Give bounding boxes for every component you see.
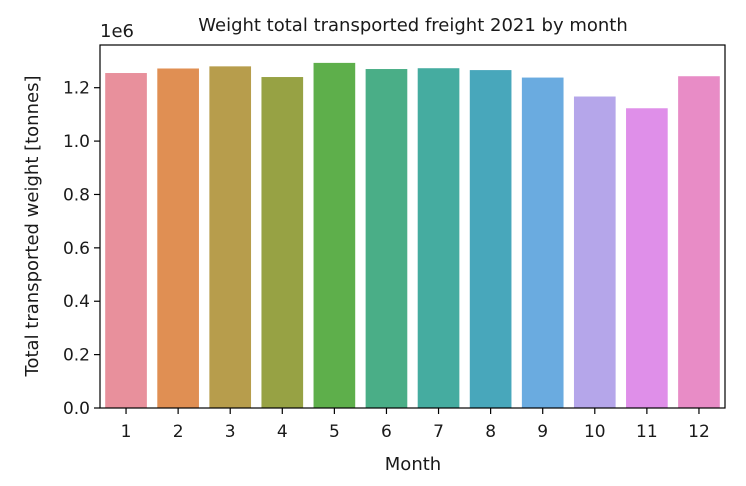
bar-month-7 bbox=[417, 68, 460, 409]
bar-month-6 bbox=[365, 69, 408, 408]
ticks-layer: 1 2 3 4 5 6 7 8 9 10 11 120.00.20.40.60.81.01.2 bbox=[63, 79, 710, 442]
x-tick-label: 9 bbox=[537, 422, 548, 442]
bar-month-2 bbox=[157, 68, 199, 409]
bar-month-5 bbox=[313, 62, 356, 408]
y-tick-label: 0.8 bbox=[63, 185, 90, 205]
y-tick-label: 1.2 bbox=[63, 79, 90, 99]
y-axis-offset-label: 1e6 bbox=[100, 21, 134, 42]
bar-month-11 bbox=[626, 108, 668, 408]
bar-month-12 bbox=[678, 76, 720, 409]
bar-month-10 bbox=[573, 96, 616, 408]
bar-month-1 bbox=[105, 73, 147, 409]
y-tick-label: 0.2 bbox=[63, 346, 90, 366]
x-tick-label: 5 bbox=[329, 422, 340, 442]
x-tick-label: 11 bbox=[636, 422, 658, 442]
y-tick-label: 0.4 bbox=[63, 292, 90, 312]
bar-month-9 bbox=[521, 77, 564, 408]
y-axis-title: Total transported weight [tonnes] bbox=[22, 76, 43, 378]
x-axis-title: Month bbox=[385, 454, 441, 475]
bar-month-3 bbox=[209, 66, 252, 409]
bar-month-8 bbox=[469, 70, 512, 408]
x-tick-label: 8 bbox=[485, 422, 496, 442]
x-tick-label: 4 bbox=[277, 422, 288, 442]
x-tick-label: 10 bbox=[584, 422, 606, 442]
x-tick-label: 6 bbox=[381, 422, 392, 442]
chart-title: Weight total transported freight 2021 by… bbox=[198, 15, 628, 36]
x-tick-label: 7 bbox=[433, 422, 444, 442]
y-tick-label: 0.6 bbox=[63, 239, 90, 259]
y-tick-label: 0.0 bbox=[63, 399, 90, 419]
bar-month-4 bbox=[261, 77, 304, 408]
x-tick-label: 3 bbox=[225, 422, 236, 442]
x-tick-label: 12 bbox=[688, 422, 710, 442]
bars-layer bbox=[105, 62, 720, 409]
y-tick-label: 1.0 bbox=[63, 132, 90, 152]
x-tick-label: 1 bbox=[121, 422, 132, 442]
plot-frame bbox=[99, 44, 726, 409]
x-tick-label: 2 bbox=[173, 422, 184, 442]
